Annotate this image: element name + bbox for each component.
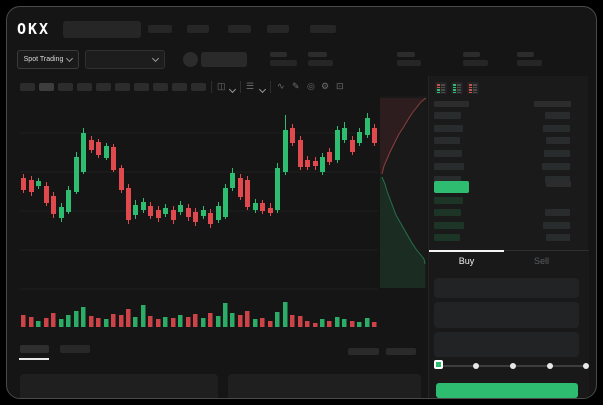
ask-row-price[interactable] bbox=[434, 137, 460, 145]
pair-name-placeholder[interactable] bbox=[201, 52, 247, 67]
order-form bbox=[429, 272, 589, 398]
pair-selector-dropdown[interactable] bbox=[85, 50, 165, 69]
timeframe-button[interactable] bbox=[153, 83, 168, 91]
toolbar-divider bbox=[270, 81, 271, 93]
total-input[interactable] bbox=[434, 332, 579, 357]
orderbook-amount-placeholder bbox=[546, 181, 571, 187]
tab-sell[interactable]: Sell bbox=[533, 256, 549, 266]
ask-row-amount[interactable] bbox=[544, 150, 570, 158]
orderbook-header-price bbox=[434, 101, 469, 107]
amount-input[interactable] bbox=[434, 302, 579, 328]
chart-range-button[interactable] bbox=[386, 348, 416, 355]
orderbook-view-all-icon[interactable] bbox=[435, 82, 447, 94]
fullscreen-icon[interactable]: ⊡ bbox=[336, 81, 344, 91]
bid-row-price[interactable] bbox=[434, 197, 463, 204]
price-chart[interactable] bbox=[6, 6, 597, 399]
okx-logo[interactable]: OKX bbox=[17, 20, 51, 38]
timeframe-button[interactable] bbox=[115, 83, 130, 91]
bid-row-price[interactable] bbox=[434, 209, 461, 217]
order-form-tabbar: Buy Sell bbox=[429, 250, 589, 272]
toolbar-divider bbox=[240, 81, 241, 93]
settings-gear-icon[interactable]: ⚙ bbox=[321, 81, 330, 91]
ask-row-price[interactable] bbox=[434, 112, 461, 119]
search-input[interactable] bbox=[63, 21, 141, 38]
orderbook-view-bids-icon[interactable] bbox=[451, 82, 463, 94]
bid-row-amount[interactable] bbox=[543, 221, 570, 229]
chevron-down-icon bbox=[66, 54, 74, 63]
ask-row-price[interactable] bbox=[434, 175, 461, 183]
chevron-down-icon[interactable] bbox=[258, 83, 267, 96]
chevron-down-icon[interactable] bbox=[228, 83, 237, 96]
ask-row-price[interactable] bbox=[434, 162, 464, 170]
market-type-label: Spot Trading bbox=[23, 56, 64, 63]
orders-tab-active[interactable] bbox=[20, 345, 49, 353]
nav-item[interactable] bbox=[310, 25, 336, 33]
timeframe-button[interactable] bbox=[191, 83, 206, 91]
price-input[interactable] bbox=[434, 278, 579, 298]
coin-icon bbox=[183, 52, 198, 67]
orderbook-panel: Buy Sell bbox=[428, 76, 589, 398]
orders-table-placeholder bbox=[20, 374, 218, 398]
buy-submit-button[interactable] bbox=[436, 383, 578, 398]
orders-tab[interactable] bbox=[60, 345, 90, 353]
timeframe-button-active[interactable] bbox=[39, 83, 54, 91]
bid-row-price[interactable] bbox=[434, 221, 464, 229]
slider-step-100[interactable] bbox=[583, 363, 589, 369]
slider-step-25[interactable] bbox=[473, 363, 479, 369]
nav-item[interactable] bbox=[228, 25, 251, 33]
bid-row-amount[interactable] bbox=[546, 233, 570, 241]
nav-item[interactable] bbox=[267, 25, 289, 33]
timeframe-button[interactable] bbox=[134, 83, 149, 91]
timeframe-button[interactable] bbox=[77, 83, 92, 91]
last-price-badge[interactable] bbox=[434, 181, 469, 193]
app-window: OKX Spot Trading ◫ ☰ ∿ ✎ ◎ ⚙ ⊡ bbox=[6, 6, 597, 399]
nav-item[interactable] bbox=[187, 25, 209, 33]
orderbook-view-asks-icon[interactable] bbox=[467, 82, 479, 94]
chart-range-button[interactable] bbox=[348, 348, 379, 355]
market-type-dropdown[interactable]: Spot Trading bbox=[17, 50, 79, 69]
ask-row-amount[interactable] bbox=[546, 137, 570, 145]
nav-item[interactable] bbox=[148, 25, 172, 33]
active-tab-underline bbox=[19, 358, 49, 360]
camera-icon[interactable]: ◎ bbox=[307, 81, 315, 91]
orderbook-header-amount bbox=[534, 101, 571, 107]
slider-step-75[interactable] bbox=[547, 363, 553, 369]
ask-row-price[interactable] bbox=[434, 150, 462, 158]
ask-row-amount[interactable] bbox=[543, 124, 570, 132]
ask-row-amount[interactable] bbox=[545, 112, 570, 119]
tab-buy[interactable]: Buy bbox=[458, 256, 475, 266]
timeframe-button[interactable] bbox=[96, 83, 111, 91]
active-tab-indicator bbox=[429, 250, 504, 252]
timeframe-button[interactable] bbox=[20, 83, 35, 91]
slider-step-50[interactable] bbox=[510, 363, 516, 369]
chart-type-icon[interactable]: ☰ bbox=[246, 81, 255, 91]
bid-row-amount[interactable] bbox=[545, 209, 570, 217]
toolbar-divider bbox=[211, 81, 212, 93]
amount-slider-handle[interactable] bbox=[434, 360, 443, 369]
draw-icon[interactable]: ✎ bbox=[292, 81, 300, 91]
timeframe-button[interactable] bbox=[58, 83, 73, 91]
indicator-icon[interactable]: ◫ bbox=[217, 81, 226, 91]
line-tool-icon[interactable]: ∿ bbox=[277, 81, 285, 91]
orders-table-placeholder bbox=[228, 374, 421, 398]
chevron-down-icon bbox=[151, 54, 160, 63]
timeframe-button[interactable] bbox=[172, 83, 187, 91]
ask-row-amount[interactable] bbox=[545, 175, 570, 183]
bid-row-price[interactable] bbox=[434, 233, 460, 241]
ask-row-price[interactable] bbox=[434, 124, 463, 132]
ask-row-amount[interactable] bbox=[542, 162, 570, 170]
